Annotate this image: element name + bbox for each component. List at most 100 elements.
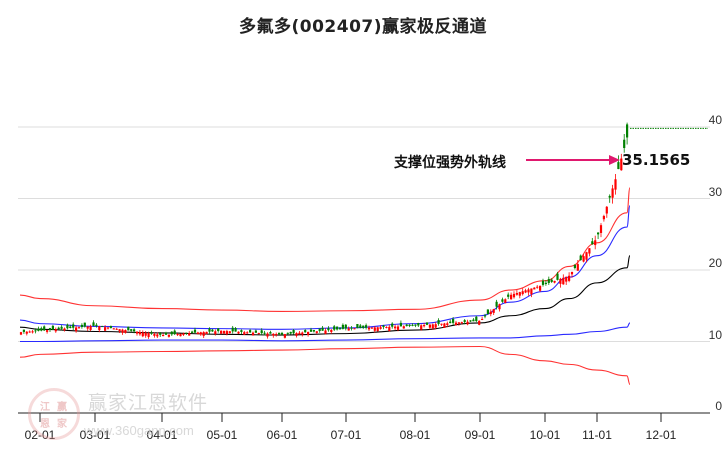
candle: [162, 334, 165, 337]
candle: [269, 332, 272, 334]
candle: [370, 327, 373, 329]
candle: [176, 333, 179, 336]
candle: [289, 331, 292, 334]
candle: [620, 158, 623, 171]
candle: [153, 334, 156, 336]
candle: [347, 328, 350, 331]
candle: [611, 188, 614, 198]
candle: [457, 322, 460, 324]
candle: [188, 333, 191, 336]
x-tick-label: 10-01: [529, 428, 561, 442]
candle: [318, 328, 321, 331]
candle: [104, 327, 107, 331]
candle: [315, 331, 318, 333]
candle: [75, 327, 78, 332]
candle: [478, 320, 481, 325]
candle: [275, 334, 278, 336]
candle: [307, 332, 310, 335]
candle: [214, 331, 217, 334]
x-tick-label: 09-01: [464, 428, 496, 442]
candle: [367, 327, 371, 330]
candle: [411, 324, 414, 326]
x-tick-label: 04-01: [146, 428, 178, 442]
watermark-logo-char: 家: [57, 419, 67, 430]
candle: [408, 324, 411, 326]
candle: [556, 273, 559, 280]
candle: [109, 326, 112, 328]
candle: [69, 326, 72, 329]
candle: [475, 316, 478, 322]
candle: [280, 332, 284, 335]
candle: [533, 287, 536, 290]
candle: [614, 179, 617, 190]
candle: [507, 294, 510, 297]
candle: [466, 321, 469, 325]
candle: [57, 327, 60, 330]
candle: [495, 301, 498, 307]
candle: [257, 332, 260, 334]
candle: [501, 299, 504, 302]
lower-inner-band: [19, 322, 631, 343]
candle: [185, 332, 188, 334]
candle: [521, 291, 524, 295]
candle: [428, 324, 431, 328]
candle: [159, 333, 162, 335]
candle: [544, 282, 547, 284]
candle: [95, 324, 98, 326]
candle: [156, 334, 159, 337]
candle: [196, 332, 199, 335]
candle: [304, 330, 307, 333]
candle: [220, 330, 223, 334]
y-tick-label: 20: [708, 256, 722, 270]
candle: [324, 330, 327, 334]
candle: [228, 331, 231, 334]
candle: [202, 332, 205, 336]
candle: [469, 320, 472, 322]
candle: [350, 327, 353, 329]
candle: [211, 329, 214, 332]
candle: [423, 325, 426, 327]
candle: [249, 330, 252, 333]
candle: [86, 326, 89, 329]
candle: [510, 294, 513, 300]
upper-outer-band: [19, 187, 631, 313]
candle: [309, 329, 313, 332]
candle: [77, 327, 81, 329]
watermark-name: 赢家江恩软件: [88, 392, 209, 414]
candle: [295, 333, 298, 336]
watermark-logo-char: 恩: [40, 419, 50, 430]
candle: [101, 326, 104, 328]
candle: [164, 332, 168, 335]
candle: [278, 332, 281, 335]
candle: [425, 322, 429, 325]
candle: [240, 330, 243, 332]
candle: [550, 279, 553, 282]
annotation-label: 支撑位强势外轨线: [394, 155, 506, 171]
candle: [135, 331, 139, 334]
candle: [130, 329, 133, 331]
candle: [243, 332, 246, 335]
x-tick-label: 03-01: [79, 428, 111, 442]
y-tick-label: 30: [708, 184, 722, 199]
candle: [83, 322, 86, 327]
candle: [623, 139, 626, 149]
candle: [225, 331, 228, 335]
candle: [362, 325, 365, 328]
candle: [356, 324, 359, 329]
candle: [597, 232, 600, 235]
candle: [573, 264, 576, 269]
candle: [405, 324, 408, 327]
candle: [25, 331, 28, 334]
candle: [396, 326, 400, 330]
candle: [463, 320, 466, 322]
candle: [541, 280, 545, 285]
candle: [536, 286, 539, 288]
candle: [376, 327, 379, 332]
candle: [124, 329, 127, 333]
candle: [515, 292, 518, 295]
candle: [43, 326, 46, 331]
watermark-url: www.360gann.com: [84, 423, 194, 438]
candle: [434, 324, 437, 328]
candle: [321, 327, 324, 331]
candle: [263, 332, 266, 334]
